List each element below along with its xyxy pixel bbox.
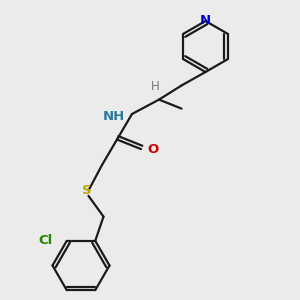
Text: O: O	[148, 142, 159, 156]
Text: S: S	[82, 184, 92, 197]
Text: H: H	[151, 80, 160, 94]
Text: NH: NH	[102, 110, 124, 123]
Text: N: N	[200, 14, 211, 28]
Text: Cl: Cl	[38, 234, 52, 247]
